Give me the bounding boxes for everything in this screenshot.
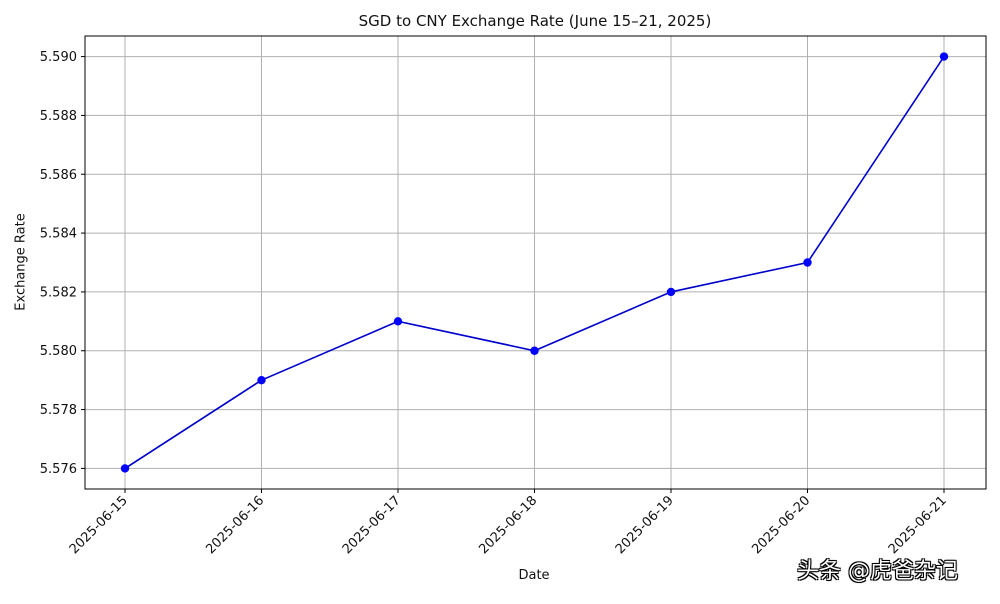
y-tick-label: 5.584 [40, 227, 77, 242]
data-point [666, 287, 676, 297]
x-tick-label: 2025-06-18 [476, 493, 540, 557]
y-tick-label: 5.586 [40, 168, 77, 183]
y-tick-label: 5.580 [40, 344, 77, 359]
data-point [393, 317, 403, 326]
y-tick-label: 5.590 [40, 50, 77, 65]
x-tick-label: 2025-06-19 [613, 493, 677, 557]
plot-frame [84, 35, 987, 490]
x-tick-label: 2025-06-17 [340, 493, 404, 557]
y-tick-label: 5.578 [40, 403, 77, 418]
data-point [120, 464, 130, 473]
y-tick-label: 5.582 [40, 285, 77, 300]
watermark-text: 头条 @虎爸杂记 [797, 559, 958, 584]
x-tick-label: 2025-06-16 [203, 493, 267, 557]
data-point [257, 375, 266, 385]
data-point [530, 346, 539, 355]
x-axis-label: Date [518, 568, 550, 583]
x-tick-label: 2025-06-21 [886, 493, 950, 557]
y-tick-label: 5.576 [40, 462, 77, 477]
y-axis-label: Exchange Rate [13, 213, 29, 311]
y-tick-label: 5.588 [40, 109, 77, 124]
data-point [803, 258, 812, 267]
x-tick-label: 2025-06-15 [67, 493, 131, 557]
data-point [939, 52, 949, 61]
x-tick-label: 2025-06-20 [749, 493, 813, 557]
